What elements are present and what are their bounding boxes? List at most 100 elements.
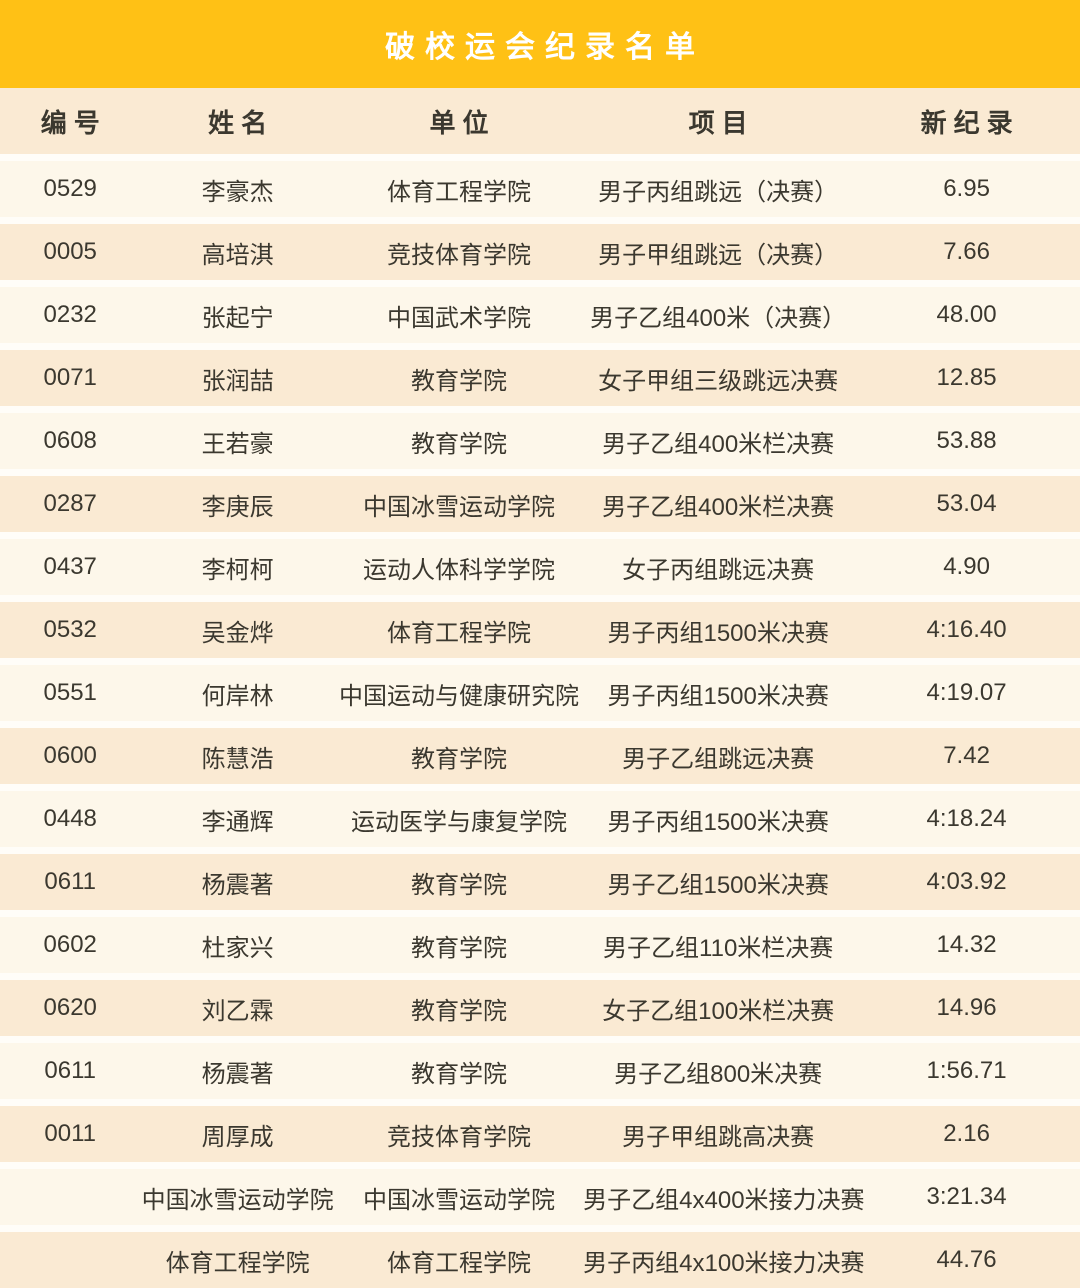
cell-unit: 教育学院 [410, 871, 507, 899]
cell-event: 男子乙组4x400米接力决赛 [583, 1186, 865, 1214]
cell-record: 53.04 [936, 490, 997, 517]
cell-unit: 中国运动与健康研究院 [338, 682, 579, 710]
cell-record: 6.95 [943, 175, 990, 202]
cell-record: 2.16 [943, 1120, 990, 1147]
cell-unit: 运动医学与康复学院 [350, 808, 567, 836]
cell-unit: 体育工程学院 [386, 1249, 531, 1277]
table-row: 0600 陈慧浩 教育学院 男子乙组跳远决赛 7.42 [0, 728, 1080, 784]
cell-record: 7.42 [943, 742, 990, 769]
cell-id: 0608 [43, 427, 97, 454]
cell-record: 4:18.24 [926, 805, 1007, 832]
cell-event: 女子甲组三级跳远决赛 [598, 367, 839, 395]
cell-id: 0602 [43, 931, 97, 958]
table-row: 0287 李庚辰 中国冰雪运动学院 男子乙组400米栏决赛 53.04 [0, 476, 1080, 532]
cell-id: 0551 [43, 679, 97, 706]
table-row: 0608 王若豪 教育学院 男子乙组400米栏决赛 53.88 [0, 413, 1080, 469]
table-row: 0620 刘乙霖 教育学院 女子乙组100米栏决赛 14.96 [0, 980, 1080, 1036]
cell-id: 0011 [44, 1120, 96, 1147]
cell-id: 0611 [44, 868, 96, 895]
cell-name: 杜家兴 [201, 934, 274, 962]
column-header-unit: 单位 [429, 107, 496, 138]
cell-unit: 教育学院 [410, 934, 507, 962]
cell-event: 男子丙组1500米决赛 [607, 808, 829, 836]
cell-name: 周厚成 [201, 1123, 274, 1151]
cell-unit: 竞技体育学院 [386, 1123, 531, 1151]
cell-name: 杨震著 [201, 1060, 274, 1088]
cell-event: 男子丙组1500米决赛 [607, 682, 829, 710]
cell-event: 男子甲组跳高决赛 [622, 1123, 815, 1151]
cell-unit: 中国武术学院 [386, 304, 531, 332]
table-row: 0071 张润喆 教育学院 女子甲组三级跳远决赛 12.85 [0, 350, 1080, 406]
cell-id: 0005 [43, 238, 97, 265]
cell-event: 男子乙组400米栏决赛 [602, 430, 835, 458]
cell-record: 48.00 [936, 301, 997, 328]
table-row: 0611 杨震著 教育学院 男子乙组800米决赛 1:56.71 [0, 1043, 1080, 1099]
table-row: 0611 杨震著 教育学院 男子乙组1500米决赛 4:03.92 [0, 854, 1080, 910]
cell-id: 0529 [43, 175, 97, 202]
cell-name: 张起宁 [201, 304, 274, 332]
cell-record: 12.85 [936, 364, 997, 391]
table-row: 体育工程学院 体育工程学院 男子丙组4x100米接力决赛 44.76 [0, 1232, 1080, 1288]
cell-name: 李豪杰 [201, 178, 274, 206]
cell-record: 4:19.07 [926, 679, 1007, 706]
table-row: 0011 周厚成 竞技体育学院 男子甲组跳高决赛 2.16 [0, 1106, 1080, 1162]
cell-name: 高培淇 [201, 241, 274, 269]
cell-name: 体育工程学院 [165, 1249, 310, 1277]
cell-name: 陈慧浩 [201, 745, 274, 773]
table-row: 0448 李通辉 运动医学与康复学院 男子丙组1500米决赛 4:18.24 [0, 791, 1080, 847]
column-header-event: 项目 [688, 107, 755, 138]
column-header-record: 新纪录 [920, 107, 1020, 138]
cell-id: 0611 [44, 1057, 96, 1084]
page-title: 破校运会纪录名单 [385, 31, 705, 64]
cell-unit: 教育学院 [410, 430, 507, 458]
cell-record: 14.96 [936, 994, 997, 1021]
cell-name: 张润喆 [201, 367, 274, 395]
cell-event: 男子丙组1500米决赛 [607, 619, 829, 647]
table-row: 0232 张起宁 中国武术学院 男子乙组400米（决赛） 48.00 [0, 287, 1080, 343]
cell-unit: 中国冰雪运动学院 [362, 493, 555, 521]
cell-event: 男子丙组4x100米接力决赛 [583, 1249, 865, 1277]
cell-name: 刘乙霖 [201, 997, 274, 1025]
column-header-name: 姓名 [208, 107, 275, 138]
cell-event: 男子乙组跳远决赛 [622, 745, 815, 773]
cell-name: 吴金烨 [201, 619, 274, 647]
records-table: 编号 姓名 单位 项目 新纪录 0529 李豪杰 体育工程学院 男子丙组跳远（决… [0, 88, 1080, 1288]
cell-record: 44.76 [936, 1246, 997, 1273]
cell-record: 4:16.40 [926, 616, 1007, 643]
cell-unit: 中国冰雪运动学院 [362, 1186, 555, 1214]
cell-id: 0532 [43, 616, 97, 643]
cell-record: 7.66 [943, 238, 990, 265]
cell-name: 王若豪 [201, 430, 274, 458]
cell-name: 李通辉 [201, 808, 274, 836]
table-row: 0532 吴金烨 体育工程学院 男子丙组1500米决赛 4:16.40 [0, 602, 1080, 658]
cell-event: 男子乙组400米栏决赛 [602, 493, 835, 521]
cell-event: 女子乙组100米栏决赛 [602, 997, 835, 1025]
cell-unit: 教育学院 [410, 367, 507, 395]
cell-event: 女子丙组跳远决赛 [622, 556, 815, 584]
cell-unit: 体育工程学院 [386, 178, 531, 206]
cell-record: 4.90 [943, 553, 990, 580]
cell-event: 男子甲组跳远（决赛） [598, 241, 839, 269]
table-row: 0551 何岸林 中国运动与健康研究院 男子丙组1500米决赛 4:19.07 [0, 665, 1080, 721]
cell-unit: 教育学院 [410, 1060, 507, 1088]
table-body: 0529 李豪杰 体育工程学院 男子丙组跳远（决赛） 6.95 0005 高培淇… [0, 161, 1080, 1288]
cell-unit: 体育工程学院 [386, 619, 531, 647]
cell-record: 14.32 [936, 931, 997, 958]
table-header-row: 编号 姓名 单位 项目 新纪录 [0, 88, 1080, 154]
cell-event: 男子乙组110米栏决赛 [603, 934, 834, 962]
cell-id: 0287 [43, 490, 97, 517]
table-row: 中国冰雪运动学院 中国冰雪运动学院 男子乙组4x400米接力决赛 3:21.34 [0, 1169, 1080, 1225]
cell-id: 0437 [43, 553, 97, 580]
cell-name: 李柯柯 [201, 556, 274, 584]
table-row: 0529 李豪杰 体育工程学院 男子丙组跳远（决赛） 6.95 [0, 161, 1080, 217]
cell-unit: 运动人体科学学院 [362, 556, 555, 584]
cell-id: 0448 [43, 805, 97, 832]
cell-record: 3:21.34 [926, 1183, 1007, 1210]
table-row: 0602 杜家兴 教育学院 男子乙组110米栏决赛 14.32 [0, 917, 1080, 973]
cell-event: 男子丙组跳远（决赛） [598, 178, 839, 206]
cell-name: 李庚辰 [201, 493, 274, 521]
title-banner: 破校运会纪录名单 [0, 0, 1080, 88]
cell-name: 何岸林 [201, 682, 274, 710]
cell-record: 53.88 [936, 427, 997, 454]
cell-id: 0232 [43, 301, 97, 328]
